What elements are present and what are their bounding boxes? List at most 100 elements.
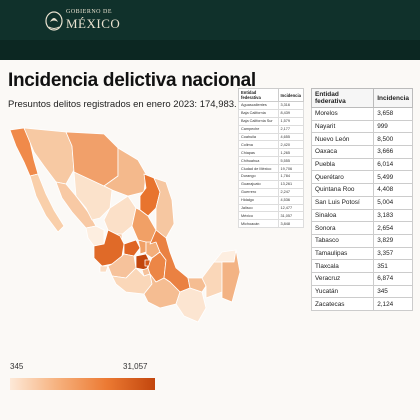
table-row: Chiapas 1,265 [238,148,305,158]
table-row: Jalisco 12,477 [238,203,305,213]
table-row: Sinaloa 3,183 [310,208,413,223]
cell-incidence: 8,500 [373,132,413,147]
cell-entity: Nuevo León [310,132,375,147]
cell-incidence: 3,316 [277,101,305,110]
cell-entity: Morelos [310,107,375,121]
brand-name-text: MÉXICO [66,16,121,31]
cell-entity: Guanajuato [238,179,279,189]
state-region [213,249,237,263]
cell-entity: Aguascalientes [238,101,279,110]
cell-entity: Tlaxcala [310,259,375,273]
cell-incidence: 5,499 [373,170,413,185]
table-row: Baja California 8,439 [238,108,305,118]
cell-incidence: 2,420 [277,140,305,150]
cell-incidence: 12,477 [277,203,305,213]
cell-incidence: 999 [373,119,413,134]
table-row: Veracruz 6,874 [310,271,413,286]
cell-incidence: 2,247 [277,187,305,197]
table-row: San Luis Potosí 5,004 [310,195,413,210]
cell-incidence: 5,555 [277,156,305,166]
cell-incidence: 2,654 [373,221,413,235]
cell-entity: Campeche [238,124,279,134]
cell-entity: Chihuahua [238,156,279,166]
state-region [137,239,147,255]
table-row: Sonora 2,654 [310,221,413,235]
table-row: Michoacán 3,848 [238,219,305,229]
cell-incidence: 1,265 [277,148,305,158]
state-region [175,287,207,323]
page-title: Incidencia delictiva nacional [8,70,256,91]
table-row: Hidalgo 4,536 [238,195,305,205]
cell-entity: Puebla [310,157,375,172]
table-row: Ciudad de México 19,706 [238,164,305,174]
table-row: Quintana Roo 4,408 [310,183,413,197]
cell-entity: Michoacán [238,219,279,229]
state-region [123,239,141,257]
cell-entity: Sonora [310,221,375,235]
cell-incidence: 2,177 [277,124,305,134]
cell-incidence: 2,124 [373,297,413,311]
table-row: Guerrero 2,247 [238,187,305,197]
cell-incidence: 351 [373,259,413,273]
table-row: Tamaulipas 3,357 [310,246,413,261]
cell-incidence: 5,004 [373,195,413,210]
cell-entity: Baja California Sur [238,116,279,126]
mexico-choropleth-map [9,127,240,323]
cell-incidence: 31,057 [277,211,305,221]
cell-incidence: 8,439 [277,108,305,118]
col-header-incidence: Incidencia [277,88,305,102]
brand-top-text: GOBIERNO DE [66,9,112,15]
col-header-entity: Entidad federativa [310,88,375,108]
cell-incidence: 4,655 [277,132,305,142]
page-subtitle: Presuntos delitos registrados en enero 2… [8,99,237,110]
cell-incidence: 1,579 [277,116,305,126]
state-region [221,249,240,303]
state-region [103,195,137,237]
legend-min-label: 345 [10,362,24,371]
table-row: Durango 1,784 [238,172,305,181]
cell-entity: Durango [238,172,279,181]
state-region [29,173,65,233]
table-row: Chihuahua 5,555 [238,156,305,166]
cell-entity: Jalisco [238,203,279,213]
cell-entity: Chiapas [238,148,279,158]
cell-incidence: 3,848 [277,219,305,229]
state-region [73,171,113,221]
cell-entity: Coahuila [238,132,279,142]
site-header: GOBIERNO DE MÉXICO [0,0,420,40]
state-region [85,225,105,247]
cell-entity: Veracruz [310,271,375,286]
table-row: Yucatán 345 [310,284,413,299]
legend-color-scale [10,378,155,390]
cell-incidence: 3,658 [373,107,413,121]
cell-entity: Hidalgo [238,195,279,205]
cell-incidence: 3,829 [373,233,413,248]
col-header-entity: Entidad federativa [238,88,279,102]
cell-incidence: 13,261 [277,179,305,189]
state-region [99,265,109,273]
table-row: Querétaro 5,499 [310,170,413,185]
cell-entity: Tamaulipas [310,246,375,261]
table-row: Colima 2,420 [238,140,305,150]
cell-entity: Oaxaca [310,145,375,159]
cell-entity: Zacatecas [310,297,375,311]
cell-entity: Yucatán [310,284,375,299]
cell-entity: México [238,211,279,221]
cell-incidence: 6,874 [373,271,413,286]
table-row: Zacatecas 2,124 [310,297,413,311]
table-row: Baja California Sur 1,579 [238,116,305,126]
cell-entity: Guerrero [238,187,279,197]
cell-entity: Ciudad de México [238,164,279,174]
state-region [187,277,207,293]
table-row: Guanajuato 13,261 [238,179,305,189]
cell-entity: Quintana Roo [310,183,375,197]
cell-entity: Querétaro [310,170,375,185]
cell-incidence: 1,784 [277,172,305,181]
col-header-incidence: Incidencia [373,88,413,108]
cell-incidence: 4,536 [277,195,305,205]
cell-entity: Nayarit [310,119,375,134]
state-region [93,229,125,267]
incidence-table-left: Entidad federativa Incidencia Aguascalie… [238,88,305,229]
cell-entity: Sinaloa [310,208,375,223]
table-row: Coahuila 4,655 [238,132,305,142]
